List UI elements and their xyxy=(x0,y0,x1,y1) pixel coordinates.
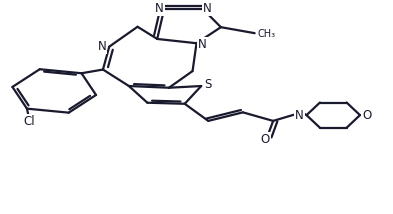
Text: N: N xyxy=(198,39,207,51)
Text: Cl: Cl xyxy=(23,115,35,128)
Text: S: S xyxy=(205,79,212,91)
Text: N: N xyxy=(155,2,164,15)
Text: N: N xyxy=(98,40,107,53)
Text: N: N xyxy=(203,2,211,15)
Text: CH₃: CH₃ xyxy=(258,29,276,39)
Text: N: N xyxy=(295,109,304,122)
Text: methyl: methyl xyxy=(259,33,264,34)
Text: O: O xyxy=(362,109,372,122)
Text: O: O xyxy=(261,133,270,146)
